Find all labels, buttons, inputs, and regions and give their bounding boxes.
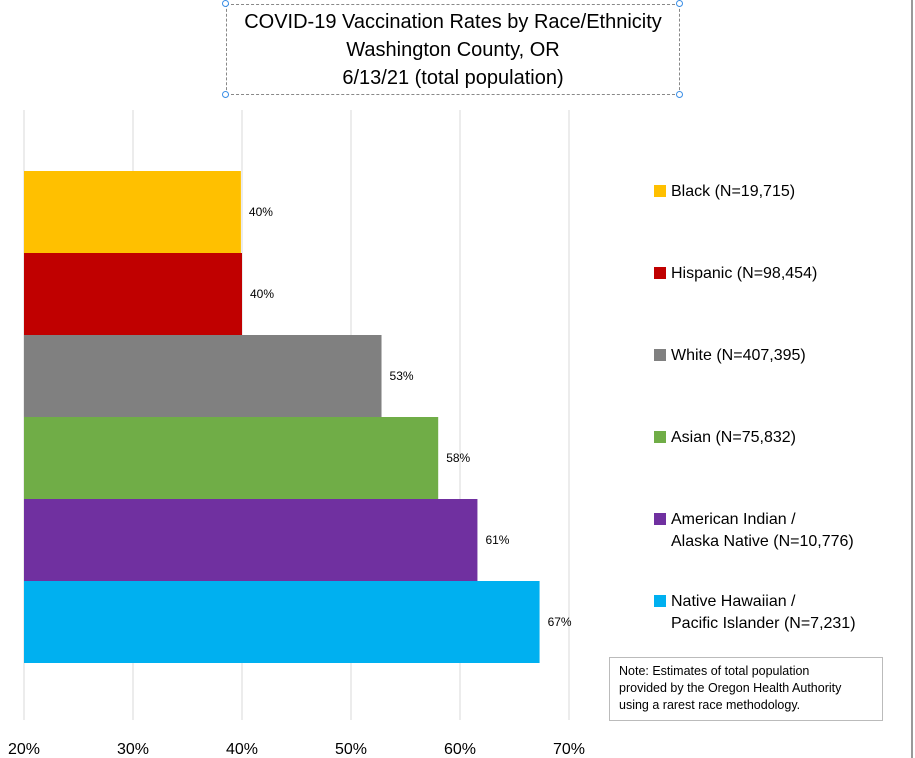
- legend-item: Asian (N=75,832): [654, 427, 796, 449]
- legend-item: White (N=407,395): [654, 345, 806, 367]
- legend-label: Alaska Native (N=10,776): [671, 533, 854, 550]
- legend-label: Pacific Islander (N=7,231): [671, 615, 856, 632]
- bar: [24, 253, 242, 335]
- window-edge: [911, 0, 913, 758]
- legend-label: Black (N=19,715): [654, 181, 795, 203]
- legend-label: Native Hawaiian /: [654, 591, 856, 613]
- data-label: 61%: [485, 533, 509, 547]
- data-label: 53%: [390, 369, 414, 383]
- x-tick-label: 50%: [335, 741, 367, 758]
- x-tick-label: 30%: [117, 741, 149, 758]
- chart-title[interactable]: COVID-19 Vaccination Rates by Race/Ethni…: [226, 4, 680, 95]
- bar: [24, 335, 382, 417]
- resize-handle-bottom-left[interactable]: [222, 91, 229, 98]
- legend-swatch: [654, 595, 666, 607]
- legend-swatch: [654, 267, 666, 279]
- legend-label: Asian (N=75,832): [654, 427, 796, 449]
- x-tick-label: 20%: [8, 741, 40, 758]
- resize-handle-bottom-right[interactable]: [676, 91, 683, 98]
- title-line-2: Washington County, OR: [346, 39, 560, 61]
- resize-handle-top-left[interactable]: [222, 0, 229, 7]
- legend-swatch: [654, 185, 666, 197]
- bar: [24, 171, 241, 253]
- data-label: 40%: [249, 205, 273, 219]
- title-line-1: COVID-19 Vaccination Rates by Race/Ethni…: [244, 11, 662, 33]
- legend-label: White (N=407,395): [654, 345, 806, 367]
- legend-swatch: [654, 513, 666, 525]
- legend-item: Native Hawaiian / Pacific Islander (N=7,2…: [654, 591, 856, 635]
- note-line: Note: Estimates of total population: [619, 664, 810, 678]
- data-label: 58%: [446, 451, 470, 465]
- legend-item: Black (N=19,715): [654, 181, 795, 203]
- data-label: 40%: [250, 287, 274, 301]
- bar: [24, 581, 540, 663]
- x-tick-label: 60%: [444, 741, 476, 758]
- x-tick-label: 70%: [553, 741, 585, 758]
- note-box: Note: Estimates of total population prov…: [609, 657, 883, 721]
- data-label: 67%: [548, 615, 572, 629]
- x-tick-label: 40%: [226, 741, 258, 758]
- note-line: using a rarest race methodology.: [619, 698, 801, 712]
- note-line: provided by the Oregon Health Authority: [619, 681, 842, 695]
- legend-item: American Indian / Alaska Native (N=10,776…: [654, 509, 854, 553]
- bar: [24, 499, 478, 581]
- legend-swatch: [654, 431, 666, 443]
- legend-label: Hispanic (N=98,454): [654, 263, 817, 285]
- resize-handle-top-right[interactable]: [676, 0, 683, 7]
- legend-label: American Indian /: [654, 509, 854, 531]
- legend-item: Hispanic (N=98,454): [654, 263, 817, 285]
- title-line-3: 6/13/21 (total population): [342, 67, 564, 89]
- bar: [24, 417, 439, 499]
- legend-swatch: [654, 349, 666, 361]
